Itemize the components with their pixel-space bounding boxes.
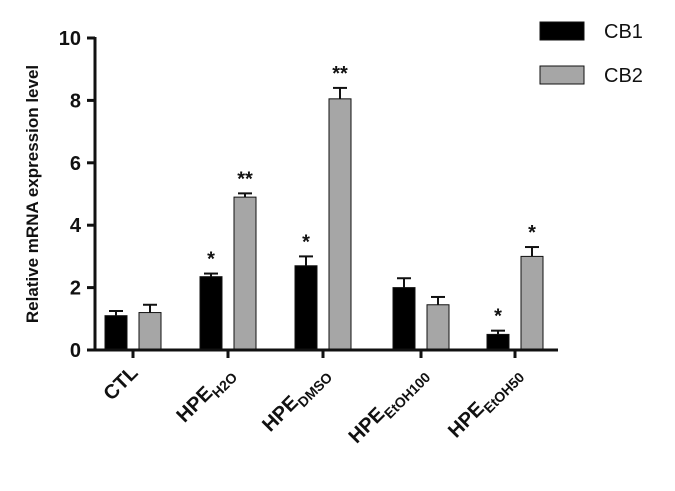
y-tick-label: 6 [70,153,81,175]
y-tick-label: 2 [70,278,81,300]
bar-cb1 [294,265,318,351]
y-tick-label: 0 [70,340,81,362]
bar-cb2 [233,196,257,351]
x-tick-subscript: DMSO [294,369,335,410]
bar-cb1 [104,315,128,351]
x-tick-label: CTL [99,362,142,405]
x-tick-subscript: EtOH50 [480,369,527,416]
bar-cb1 [199,276,223,351]
bar-cb2 [426,304,450,351]
legend-swatch-cb1 [539,21,585,41]
x-tick-label: HPEDMSO [258,362,335,439]
x-tick-subscript: EtOH100 [381,369,434,422]
y-tick-label: 4 [70,215,82,237]
significance-marker: * [528,222,536,244]
bar-cb2 [520,255,544,351]
significance-marker: ** [237,168,253,190]
y-tick-label: 8 [70,90,81,112]
significance-marker: ** [332,63,348,85]
legend-label: CB1 [604,21,643,43]
legend: CB1 CB2 [539,21,643,87]
x-tick-main: CTL [99,362,142,405]
legend-label: CB2 [604,65,643,87]
y-axis: 0 2 4 6 8 10 [59,28,97,362]
significance-marker: * [207,249,215,271]
x-tick-label: HPEEtOH50 [444,362,527,445]
bar-cb1 [392,287,416,351]
bar-cb2 [328,98,352,351]
bar-cb1 [486,333,510,351]
significance-marker: * [494,306,502,328]
y-axis-label: Relative mRNA expression level [23,65,42,323]
bars-group: ******** [104,63,544,351]
legend-swatch-cb2 [539,65,585,85]
x-tick-label: HPEEtOH100 [345,362,434,451]
significance-marker: * [302,231,310,253]
bar-cb2 [138,312,162,351]
x-tick-label: HPEH2O [173,362,241,430]
y-tick-label: 10 [59,28,81,50]
